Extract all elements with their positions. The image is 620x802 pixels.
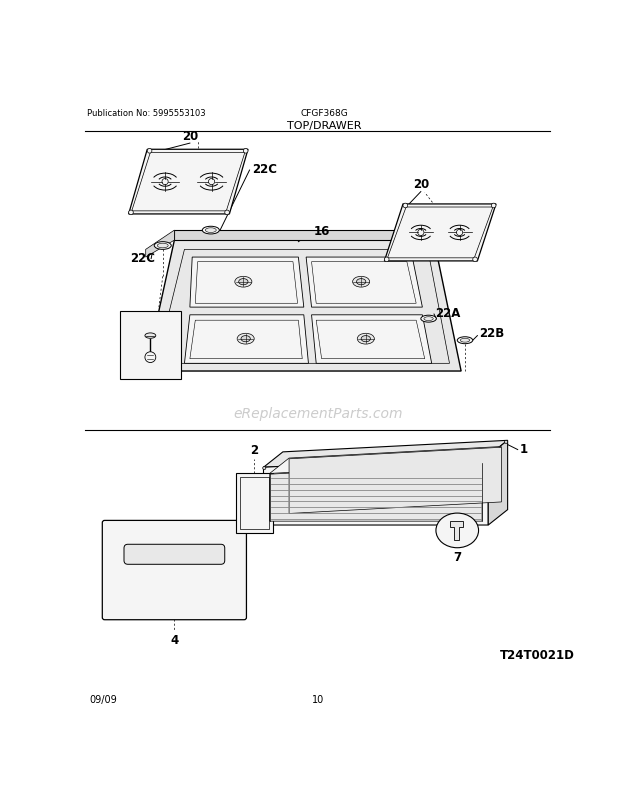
Circle shape [208,180,215,185]
Circle shape [145,352,156,363]
Text: 10: 10 [312,694,324,704]
Text: 16: 16 [314,225,330,237]
Text: 2: 2 [250,444,259,456]
Polygon shape [129,150,248,215]
Circle shape [472,257,477,262]
Ellipse shape [421,316,436,322]
Ellipse shape [424,318,433,321]
Circle shape [505,441,508,444]
Polygon shape [289,448,502,514]
Circle shape [384,257,389,262]
Ellipse shape [241,336,250,342]
Ellipse shape [239,279,248,286]
Text: 7: 7 [453,551,461,564]
Text: 22C: 22C [252,163,277,176]
Circle shape [418,230,424,237]
Ellipse shape [436,513,479,548]
Text: TOP/DRAWER: TOP/DRAWER [286,121,361,131]
Polygon shape [270,447,502,474]
Text: eReplacementParts.com: eReplacementParts.com [233,406,402,420]
Polygon shape [146,231,174,257]
Circle shape [403,204,408,209]
Ellipse shape [353,277,370,288]
Polygon shape [384,205,496,261]
Polygon shape [264,441,508,468]
Ellipse shape [154,242,171,250]
Ellipse shape [145,334,156,339]
Text: 22A: 22A [435,306,461,320]
Circle shape [225,211,229,216]
Text: 09/09: 09/09 [89,694,117,704]
Text: 20: 20 [413,178,429,191]
Ellipse shape [202,227,219,235]
Ellipse shape [235,277,252,288]
Polygon shape [312,315,432,364]
Polygon shape [306,257,422,308]
Text: 88: 88 [124,316,138,326]
Ellipse shape [157,244,168,249]
Ellipse shape [458,338,472,344]
Polygon shape [185,315,309,364]
Polygon shape [450,521,463,540]
Ellipse shape [361,336,371,342]
Text: 20: 20 [182,129,198,143]
Polygon shape [174,231,434,241]
Ellipse shape [357,334,374,345]
Text: 22C: 22C [130,251,155,264]
Polygon shape [190,257,304,308]
Text: 22B: 22B [479,326,504,339]
Text: T24T0021D: T24T0021D [500,648,575,662]
Circle shape [129,211,133,216]
Circle shape [491,204,496,209]
FancyBboxPatch shape [102,520,247,620]
Polygon shape [264,456,489,525]
Polygon shape [146,241,461,371]
Text: 1: 1 [520,442,528,455]
Text: CFGF368G: CFGF368G [300,108,348,118]
Ellipse shape [356,279,366,286]
Circle shape [162,180,168,185]
Circle shape [456,230,463,237]
Text: 4: 4 [170,633,179,646]
Polygon shape [270,463,482,521]
Ellipse shape [460,339,470,342]
Text: Publication No: 5995553103: Publication No: 5995553103 [87,108,205,118]
Circle shape [263,467,266,470]
Polygon shape [489,441,508,525]
Ellipse shape [237,334,254,345]
FancyBboxPatch shape [124,545,224,565]
Circle shape [243,149,248,154]
Ellipse shape [205,229,216,233]
Polygon shape [236,473,273,533]
Circle shape [148,149,152,154]
Bar [120,311,180,379]
